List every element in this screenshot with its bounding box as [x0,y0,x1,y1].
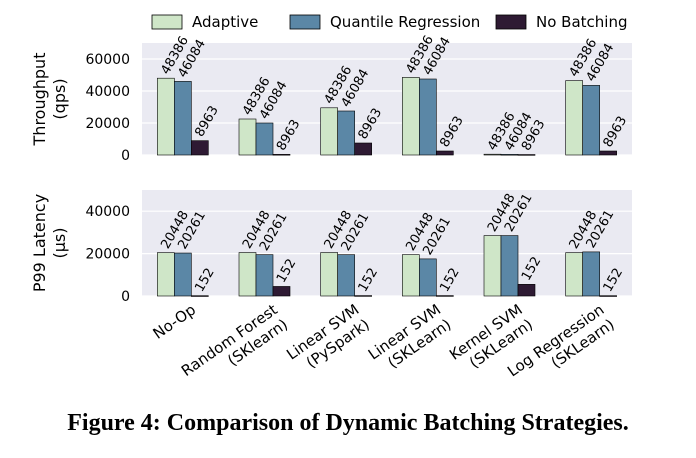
bar [337,254,355,297]
bar [436,295,454,297]
bar [402,77,420,156]
panel-1: 0200004000060000Throughput(qps)483864608… [30,33,632,164]
bar [483,235,502,297]
bar [272,286,291,297]
y-tick-label: 40000 [85,84,130,100]
legend-swatch [289,14,321,30]
bar [582,85,600,156]
bar [500,235,519,297]
y-axis-label-line: Throughput [30,53,49,147]
y-tick-label: 0 [121,289,130,305]
y-tick-label: 20000 [85,247,130,263]
bar [565,252,583,297]
y-axis-label: Throughput(qps) [30,53,69,147]
bar [320,252,338,297]
bar [354,142,372,156]
y-tick-label: 60000 [85,52,130,68]
bar [517,284,536,297]
x-tick-label: Linear SVM(SKLearn) [365,301,455,379]
y-tick-label: 40000 [85,204,130,220]
x-tick-label: No-Op [150,301,200,343]
y-axis-label-line: (qps) [50,78,69,119]
bar [255,254,274,297]
legend-label: Adaptive [192,13,258,31]
y-axis-label-line: (μs) [50,228,69,259]
bar [191,295,209,297]
bar [565,80,583,156]
bar [419,78,437,156]
x-tick-label: Linear SVM(PySpark) [283,301,373,379]
bar [255,122,274,156]
bar [238,252,257,297]
plot-area [142,190,632,296]
bar [174,252,192,297]
bar [157,77,175,156]
bar [157,252,175,297]
bar [483,153,502,156]
legend: Adaptive Quantile Regression No Batching [151,13,627,31]
legend-label: No Batching [536,13,627,31]
bar [238,118,257,156]
figure: Adaptive Quantile Regression No Batching 0 2… [30,13,632,380]
legend-swatch [495,14,527,30]
y-axis-label: P99 Latency(μs) [30,194,69,292]
y-tick-label: 20000 [85,116,130,132]
bar [599,295,617,297]
bar [191,140,209,156]
bar [599,150,617,156]
legend-swatch [151,14,183,30]
bar [337,110,355,156]
bar [320,107,338,156]
legend-label: Quantile Regression [330,13,480,31]
bar [354,295,372,297]
bar [402,254,420,297]
plot-area [142,43,632,155]
y-axis-label-line: P99 Latency [30,194,49,292]
bar [500,154,519,156]
figure-caption: Figure 4: Comparison of Dynamic Batching… [67,410,629,436]
bar [174,81,192,156]
bar [436,150,454,156]
bar [517,154,536,156]
bar [419,258,437,297]
bar [272,154,291,156]
x-tick-label-line: No-Op [150,301,200,343]
y-tick-label: 0 [121,148,130,164]
bar [582,251,600,297]
